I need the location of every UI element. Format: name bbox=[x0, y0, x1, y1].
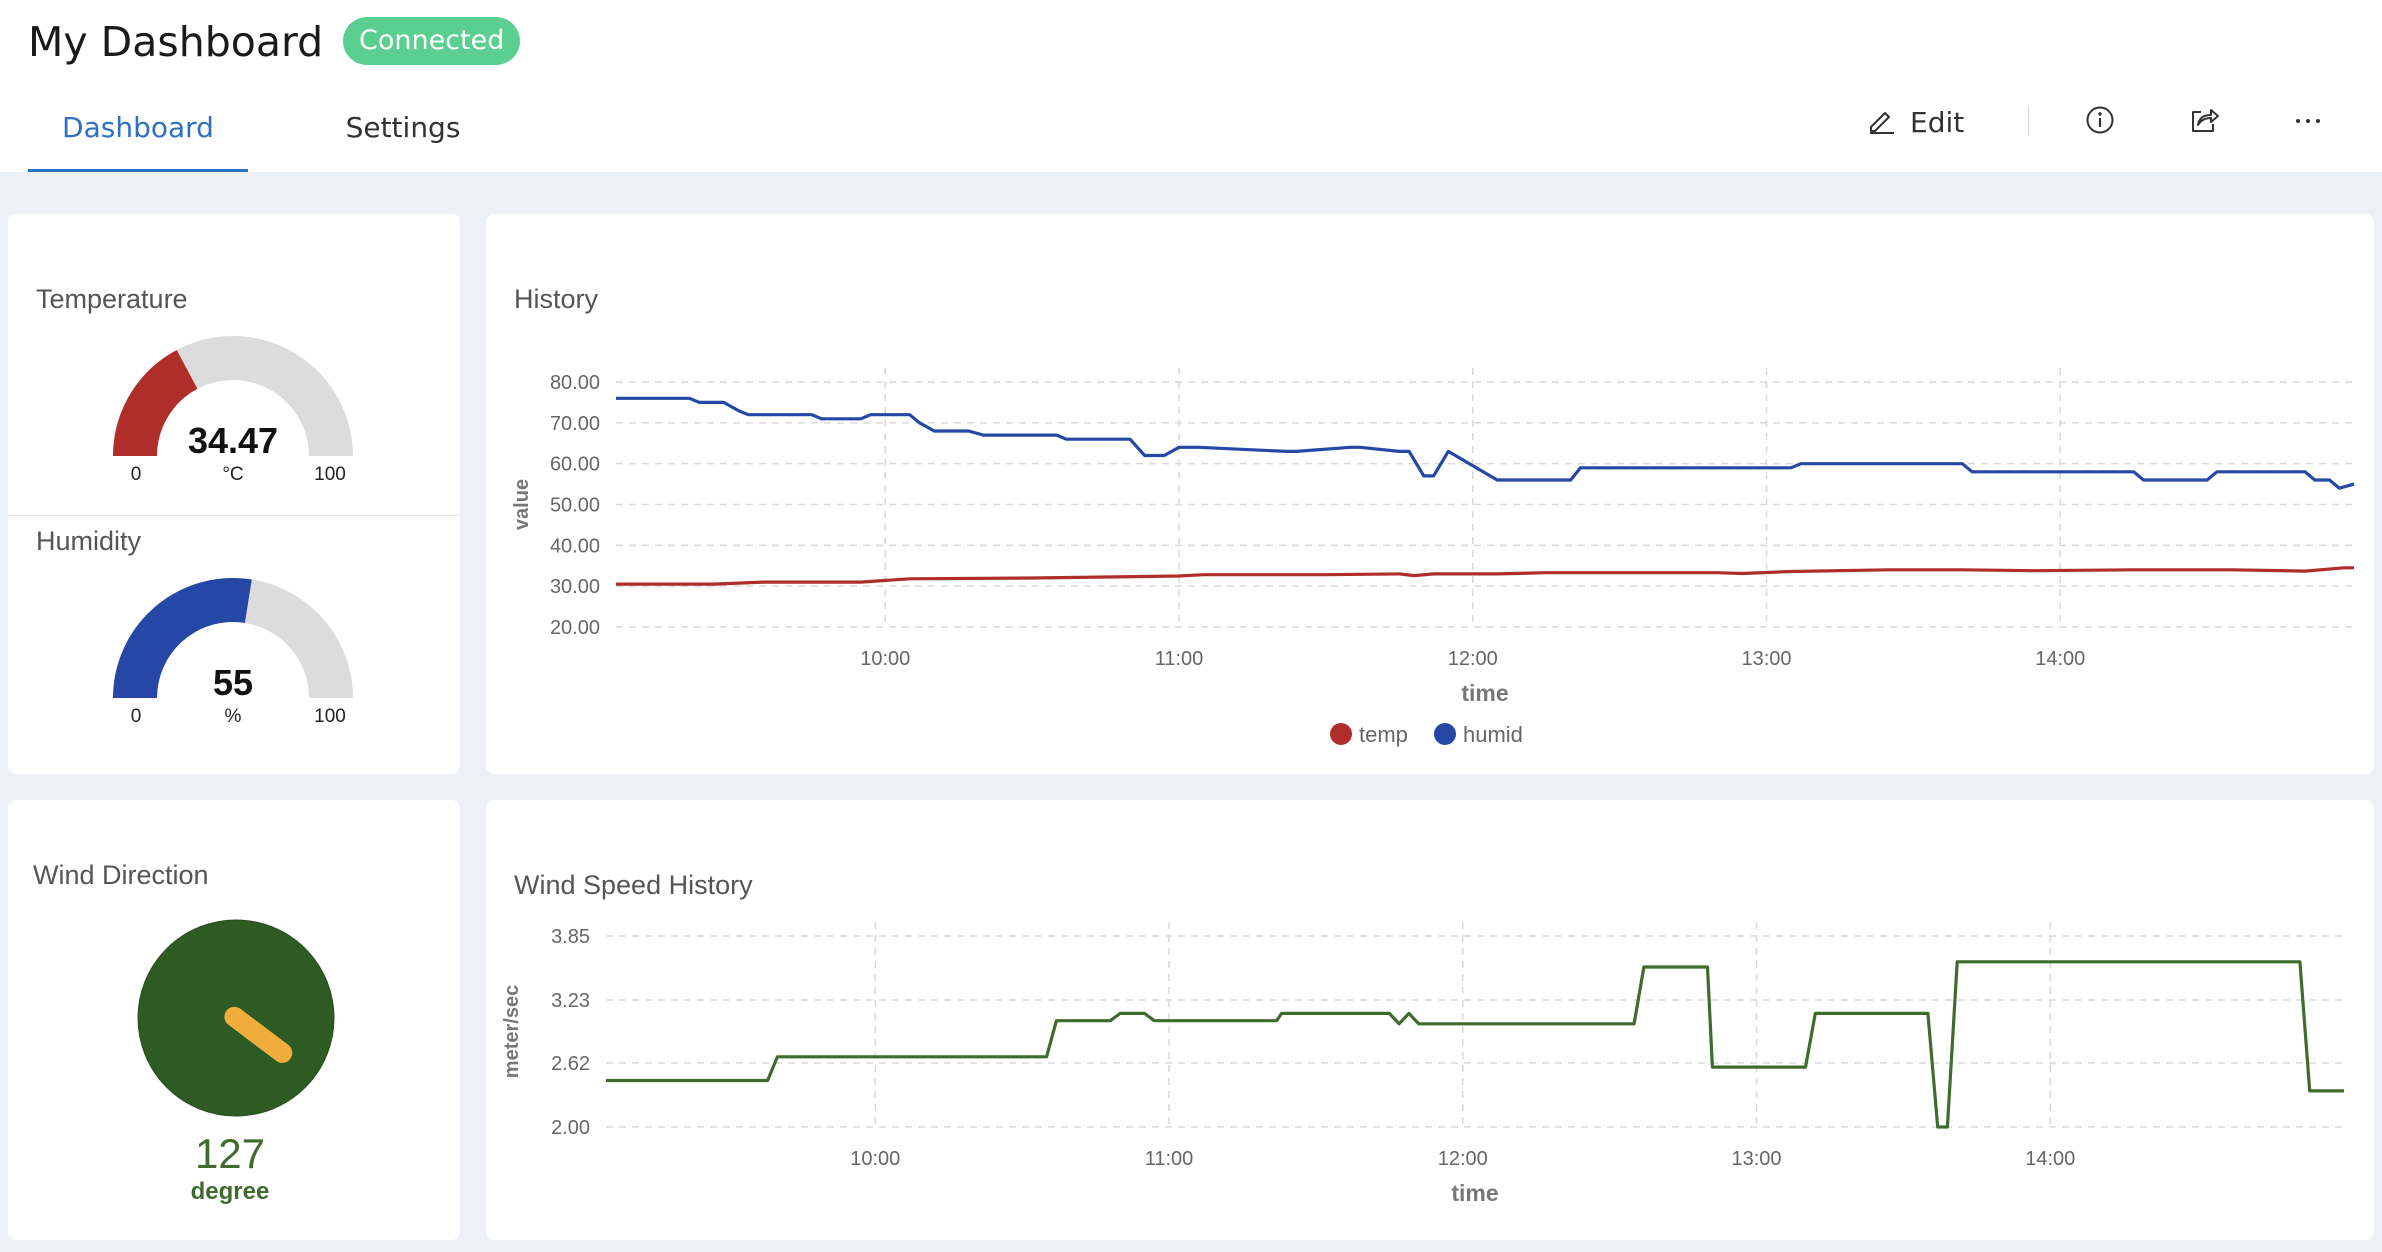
y-tick-label: 80.00 bbox=[550, 372, 600, 394]
y-tick-label: 20.00 bbox=[550, 617, 600, 639]
pencil-icon bbox=[1866, 105, 1896, 140]
x-tick-label: 12:00 bbox=[1448, 648, 1498, 670]
wind-direction-title: Wind Direction bbox=[33, 860, 209, 890]
x-tick-label: 10:00 bbox=[860, 648, 910, 670]
temperature-unit: °C bbox=[222, 464, 244, 485]
x-axis-label: time bbox=[1451, 1180, 1498, 1206]
temperature-title: Temperature bbox=[36, 284, 188, 314]
temperature-gauge bbox=[113, 336, 353, 457]
tab-dashboard[interactable]: Dashboard bbox=[62, 111, 214, 144]
x-tick-label: 11:00 bbox=[1145, 1148, 1194, 1170]
more-icon bbox=[2293, 113, 2323, 131]
history-card: History 80.00 70.00 60.00 50.00 40.00 30.00 20… bbox=[486, 214, 2374, 774]
humidity-title: Humidity bbox=[36, 526, 142, 556]
wind-speed-title: Wind Speed History bbox=[514, 870, 753, 900]
x-tick-label: 10:00 bbox=[850, 1148, 900, 1170]
info-icon bbox=[2084, 104, 2116, 141]
status-badge: Connected bbox=[343, 17, 521, 65]
y-tick-label: 2.00 bbox=[551, 1117, 590, 1139]
wind-direction-value: 127 bbox=[194, 1130, 266, 1177]
more-options-button[interactable] bbox=[2288, 102, 2328, 142]
x-tick-label: 12:00 bbox=[1438, 1148, 1488, 1170]
wind-compass bbox=[137, 919, 335, 1117]
legend-marker bbox=[1434, 723, 1456, 745]
y-tick-label: 2.62 bbox=[551, 1053, 590, 1075]
legend-label: humid bbox=[1463, 722, 1523, 747]
info-button[interactable] bbox=[2080, 102, 2120, 142]
y-tick-label: 60.00 bbox=[550, 454, 600, 476]
temperature-max: 100 bbox=[314, 464, 346, 485]
legend-label: temp bbox=[1359, 722, 1408, 747]
edit-label: Edit bbox=[1910, 105, 1965, 139]
wind-speed-chart: 3.85 3.23 2.62 2.00 10:00 11:00 12:00 13:00 14:0… bbox=[501, 922, 2344, 1206]
share-button[interactable] bbox=[2184, 102, 2224, 142]
temperature-min: 0 bbox=[130, 464, 142, 485]
wind-direction-unit: degree bbox=[190, 1178, 270, 1205]
humidity-max: 100 bbox=[314, 706, 346, 727]
y-tick-label: 30.00 bbox=[550, 576, 600, 598]
y-tick-label: 70.00 bbox=[550, 413, 600, 435]
temperature-value: 34.47 bbox=[187, 420, 279, 461]
edit-button[interactable]: Edit bbox=[1866, 100, 1964, 144]
gauges-card bbox=[8, 214, 460, 774]
wind-speed-card: Wind Speed History 3.85 3.23 2.62 2.00 10:00… bbox=[486, 800, 2374, 1240]
page-title: My Dashboard bbox=[28, 18, 324, 66]
x-tick-label: 13:00 bbox=[1731, 1148, 1781, 1170]
toolbar-divider bbox=[2028, 106, 2029, 136]
y-axis-label: meter/sec bbox=[501, 985, 523, 1078]
legend-marker bbox=[1330, 723, 1352, 745]
y-tick-label: 40.00 bbox=[550, 535, 600, 557]
x-tick-label: 14:00 bbox=[2035, 648, 2085, 670]
y-axis-label: value bbox=[511, 479, 533, 530]
series-line-temp bbox=[616, 566, 2354, 586]
wind-needle bbox=[224, 1006, 293, 1063]
humidity-min: 0 bbox=[130, 706, 142, 727]
humidity-value: 55 bbox=[212, 662, 254, 703]
y-tick-label: 50.00 bbox=[550, 495, 600, 517]
humidity-unit: % bbox=[224, 706, 242, 727]
humidity-gauge bbox=[113, 578, 353, 699]
history-title: History bbox=[514, 284, 599, 314]
card-divider bbox=[8, 515, 460, 516]
x-tick-label: 14:00 bbox=[2025, 1148, 2075, 1170]
tab-settings[interactable]: Settings bbox=[345, 111, 461, 144]
series-line-humid bbox=[616, 396, 2355, 490]
y-tick-label: 3.23 bbox=[551, 990, 590, 1012]
x-tick-label: 11:00 bbox=[1155, 648, 1204, 670]
history-chart: 80.00 70.00 60.00 50.00 40.00 30.00 20.00 10:00… bbox=[511, 368, 2355, 747]
y-tick-label: 3.85 bbox=[551, 926, 590, 948]
active-tab-indicator bbox=[28, 169, 248, 172]
share-icon bbox=[2187, 103, 2221, 142]
series-line-wind-speed bbox=[606, 960, 2344, 1129]
x-axis-label: time bbox=[1461, 680, 1508, 706]
x-tick-label: 13:00 bbox=[1741, 648, 1791, 670]
app-header: My Dashboard Connected Dashboard Setting… bbox=[0, 0, 2382, 172]
